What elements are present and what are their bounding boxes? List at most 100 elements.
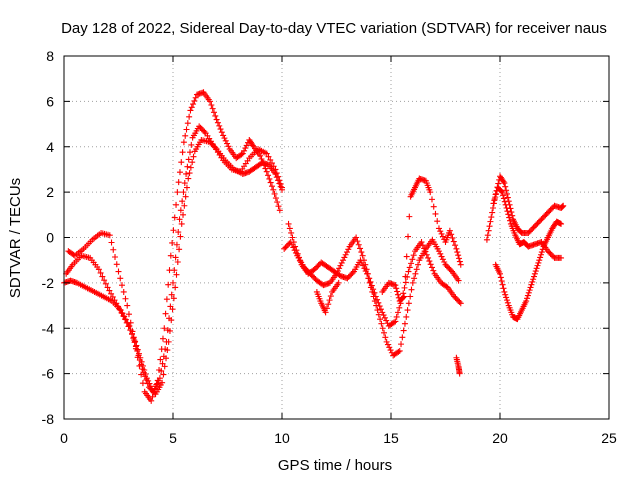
data-point — [170, 279, 176, 286]
data-point — [187, 164, 194, 171]
data-point — [242, 145, 249, 152]
data-point — [357, 245, 364, 252]
data-point — [117, 275, 124, 282]
data-point — [503, 190, 510, 197]
data-point — [147, 383, 154, 390]
data-point — [314, 263, 321, 270]
series-track-f — [313, 175, 464, 316]
data-point — [293, 247, 300, 254]
data-point — [289, 234, 296, 241]
data-point — [537, 251, 544, 258]
data-point — [430, 203, 437, 210]
data-point — [201, 128, 208, 135]
data-point — [181, 180, 188, 187]
y-tick-label: 8 — [46, 48, 54, 64]
data-point — [399, 334, 406, 341]
data-point — [259, 159, 266, 166]
data-point — [214, 119, 221, 126]
data-point — [524, 292, 531, 299]
data-point — [200, 127, 207, 134]
series-track-b — [63, 123, 285, 395]
data-point — [499, 189, 506, 196]
data-point — [415, 261, 422, 268]
data-point — [173, 241, 180, 248]
data-point — [396, 304, 403, 311]
data-point — [542, 212, 549, 219]
data-point — [439, 256, 446, 263]
data-point — [528, 281, 535, 288]
data-point — [504, 208, 511, 215]
data-point — [409, 279, 416, 286]
data-point — [292, 243, 299, 250]
data-point — [175, 179, 182, 186]
data-point — [401, 293, 408, 300]
data-point — [366, 279, 373, 286]
data-point — [274, 199, 281, 206]
data-point — [209, 105, 216, 112]
data-point — [508, 209, 515, 216]
data-point — [221, 135, 228, 142]
data-point — [341, 254, 348, 261]
data-point — [218, 129, 225, 136]
data-point — [374, 307, 381, 314]
data-point — [526, 287, 533, 294]
data-point — [438, 230, 445, 237]
data-point — [435, 248, 442, 255]
data-point — [456, 298, 463, 305]
data-point — [381, 314, 388, 321]
data-point — [276, 177, 283, 184]
data-point — [558, 254, 565, 261]
data-point — [405, 233, 412, 240]
data-point — [435, 225, 442, 232]
data-point — [492, 194, 499, 201]
data-point — [393, 285, 400, 292]
data-point — [286, 225, 293, 232]
data-point — [272, 166, 279, 173]
data-point — [296, 254, 303, 261]
data-point — [265, 153, 272, 160]
data-point — [400, 294, 407, 301]
data-point — [167, 252, 174, 259]
data-point — [170, 295, 177, 302]
data-point — [501, 180, 508, 187]
data-point — [402, 273, 409, 280]
y-tick-label: 4 — [46, 139, 54, 155]
data-point — [439, 233, 446, 240]
data-point — [503, 294, 510, 301]
data-point — [190, 153, 197, 160]
data-point — [538, 249, 545, 256]
data-point — [160, 371, 167, 378]
data-point — [164, 327, 171, 334]
data-point — [434, 218, 441, 225]
data-point — [174, 189, 181, 196]
data-point — [394, 288, 401, 295]
data-point — [322, 309, 329, 316]
data-point — [484, 232, 491, 239]
data-point — [132, 345, 139, 352]
data-point — [297, 258, 304, 265]
data-point — [224, 140, 231, 147]
data-point — [448, 231, 455, 238]
data-point — [102, 280, 109, 287]
data-point — [109, 293, 116, 300]
data-point — [131, 337, 138, 344]
data-point — [168, 291, 175, 298]
data-point — [485, 227, 492, 234]
data-point — [238, 151, 245, 158]
data-point — [535, 259, 542, 266]
data-point — [406, 213, 413, 220]
data-point — [527, 227, 534, 234]
data-point — [401, 320, 408, 327]
data-point — [547, 250, 554, 257]
series-track-i — [492, 218, 565, 323]
data-point — [173, 201, 180, 208]
data-point — [381, 329, 388, 336]
data-point — [182, 132, 189, 139]
data-point — [379, 309, 386, 316]
data-point — [265, 172, 272, 179]
data-point — [430, 267, 437, 274]
data-point — [285, 220, 292, 227]
data-point — [271, 190, 278, 197]
data-point — [544, 248, 551, 255]
data-point — [268, 160, 275, 167]
